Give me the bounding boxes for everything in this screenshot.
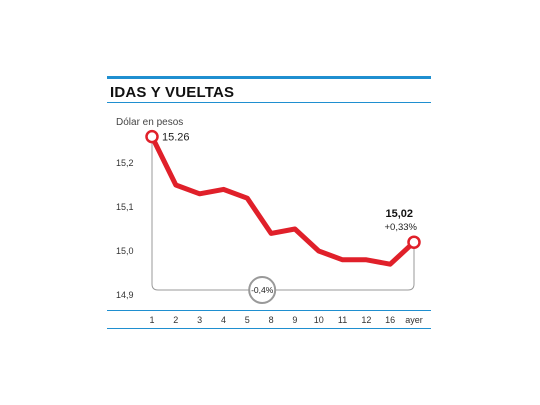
period-change-label: -0,4% bbox=[251, 285, 274, 295]
data-point bbox=[293, 227, 297, 231]
chart-title: IDAS Y VUELTAS bbox=[110, 84, 235, 101]
x-tick-label: 2 bbox=[173, 315, 178, 325]
y-tick-label: 15,1 bbox=[116, 202, 134, 212]
header-top-rule bbox=[107, 76, 431, 79]
x-tick-label: 16 bbox=[385, 315, 395, 325]
x-tick-label: ayer bbox=[405, 315, 423, 325]
y-tick-label: 15,0 bbox=[116, 246, 134, 256]
x-tick-label: 11 bbox=[338, 315, 347, 325]
x-tick-label: 1 bbox=[149, 315, 154, 325]
data-point bbox=[245, 196, 249, 200]
x-tick-label: 10 bbox=[314, 315, 324, 325]
x-tick-label: 5 bbox=[245, 315, 250, 325]
data-point bbox=[341, 258, 345, 262]
data-point bbox=[317, 249, 321, 253]
data-point bbox=[221, 187, 225, 191]
period-bracket bbox=[151, 142, 415, 291]
y-tick-label: 15,2 bbox=[116, 158, 134, 168]
y-tick-label: 14,9 bbox=[116, 290, 134, 300]
end-marker bbox=[407, 235, 421, 249]
axis-rule bbox=[107, 310, 431, 311]
data-point bbox=[388, 262, 392, 266]
end-value-label: 15,02 bbox=[385, 208, 413, 220]
data-point bbox=[269, 231, 273, 235]
end-change-label: +0,33% bbox=[385, 222, 418, 233]
data-point bbox=[198, 192, 202, 196]
x-tick-label: 12 bbox=[361, 315, 371, 325]
x-tick-label: 4 bbox=[221, 315, 226, 325]
start-value-label: 15.26 bbox=[162, 132, 190, 144]
x-tick-label: 3 bbox=[197, 315, 202, 325]
x-tick-label: 8 bbox=[269, 315, 274, 325]
footer-rule bbox=[107, 328, 431, 329]
x-tick-label: 9 bbox=[292, 315, 297, 325]
start-marker bbox=[145, 129, 159, 144]
period-change-badge bbox=[248, 276, 277, 304]
chart-subtitle: Dólar en pesos bbox=[116, 117, 184, 128]
series-line bbox=[149, 134, 417, 267]
data-point bbox=[364, 258, 368, 262]
header-bottom-rule bbox=[107, 102, 431, 103]
data-point bbox=[174, 183, 178, 187]
